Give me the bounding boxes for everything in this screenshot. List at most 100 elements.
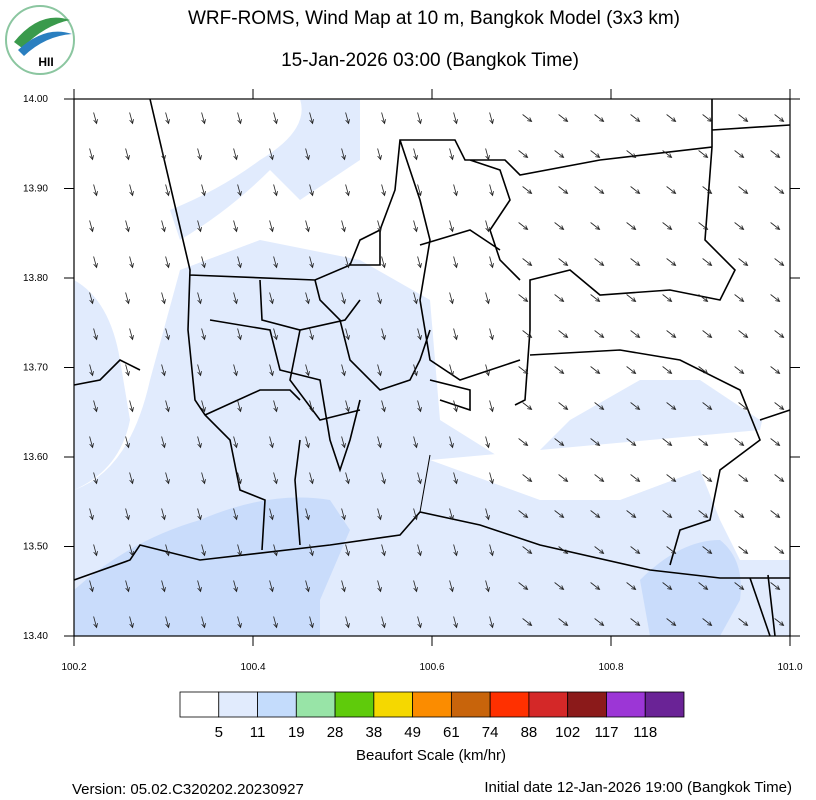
wind-arrow [197,292,202,305]
wind-arrow [381,400,386,413]
wind-arrow [770,222,781,231]
wind-arrow [449,364,454,377]
logo-wave [18,31,72,56]
wind-arrow [666,258,677,267]
wind-arrow [774,330,785,339]
wind-arrow [89,220,94,233]
wind-arrow [89,436,94,449]
wind-arrow [237,400,242,413]
wind-arrow [590,150,601,159]
wind-arrow [341,580,346,593]
wind-arrow [485,364,490,377]
wind-arrow [734,150,745,159]
wind-arrow [662,510,673,519]
wind-arrow [626,222,637,231]
wind-arrow [485,436,490,449]
wind-arrow [702,546,713,555]
wind-arrow [417,112,422,125]
wind-arrow [630,330,641,339]
wind-arrow [698,582,709,591]
wind-arrow [125,292,130,305]
wind-arrow [662,438,673,447]
wind-arrow [485,508,490,521]
wind-arrow [129,616,134,629]
wind-arrow [377,220,382,233]
wind-arrow [489,112,494,125]
wind-arrow [489,616,494,629]
wind-arrow [558,618,569,627]
wind-arrow [233,508,238,521]
wind-arrow [594,546,605,555]
wind-arrow [662,294,673,303]
wind-arrow [161,148,166,161]
x-tick-label: 100.8 [598,662,623,673]
wind-arrow [233,580,238,593]
y-tick-label: 13.40 [23,631,48,642]
wind-arrow [734,582,745,591]
wind-arrow [129,400,134,413]
colorbar-tick-label: 11 [250,724,266,741]
wind-arrow [413,292,418,305]
wind-arrow [734,438,745,447]
wind-arrow [630,546,641,555]
wind-arrow [93,616,98,629]
wind-arrow [485,580,490,593]
wind-arrow [449,148,454,161]
logo: HII [5,5,75,75]
wind-arrow [309,256,314,269]
wind-arrow [341,436,346,449]
wind-arrow [381,472,386,485]
wind-arrow [489,544,494,557]
wind-arrow [413,148,418,161]
wind-arrow [485,292,490,305]
wind-arrow [413,364,418,377]
wind-arrow [125,220,130,233]
wind-arrow [630,618,641,627]
wind-arrow [309,544,314,557]
wind-arrow [345,616,350,629]
y-tick-label: 13.70 [23,363,48,374]
wind-arrow [93,472,98,485]
wind-arrow [237,112,242,125]
wind-arrow [305,508,310,521]
colorbar-tick-label: 117 [595,724,619,741]
wind-arrow [417,328,422,341]
wind-arrow [161,580,166,593]
wind-arrow [702,258,713,267]
colorbar-tick-label: 74 [482,724,499,741]
wind-arrow [377,364,382,377]
wind-arrow [161,364,166,377]
wind-arrow [594,258,605,267]
wind-arrow [666,474,677,483]
wind-arrow [129,112,134,125]
wind-arrow [165,472,170,485]
wind-arrow [698,366,709,375]
wind-arrow [626,582,637,591]
wind-arrow [662,582,673,591]
wind-arrow [269,364,274,377]
wind-arrow [518,438,529,447]
wind-arrow [237,616,242,629]
wind-arrow [449,580,454,593]
wind-arrow [630,114,641,123]
wind-arrow [269,220,274,233]
wind-arrow [417,400,422,413]
wind-arrow [417,256,422,269]
wind-arrow [413,436,418,449]
wind-arrow [233,436,238,449]
logo-leaf [14,17,70,48]
wind-arrow [201,256,206,269]
wind-arrow [165,328,170,341]
wind-arrow [345,112,350,125]
colorbar: 5 11 19 28 38 49 61 74 88 102 117 118 [179,691,685,741]
wind-arrow [341,292,346,305]
wind-arrow [201,112,206,125]
wind-arrow [201,400,206,413]
wind-arrow [738,546,749,555]
wind-arrow [522,114,533,123]
wind-arrow [93,328,98,341]
wind-arrow [630,474,641,483]
wind-arrow [305,220,310,233]
wind-arrow [345,328,350,341]
